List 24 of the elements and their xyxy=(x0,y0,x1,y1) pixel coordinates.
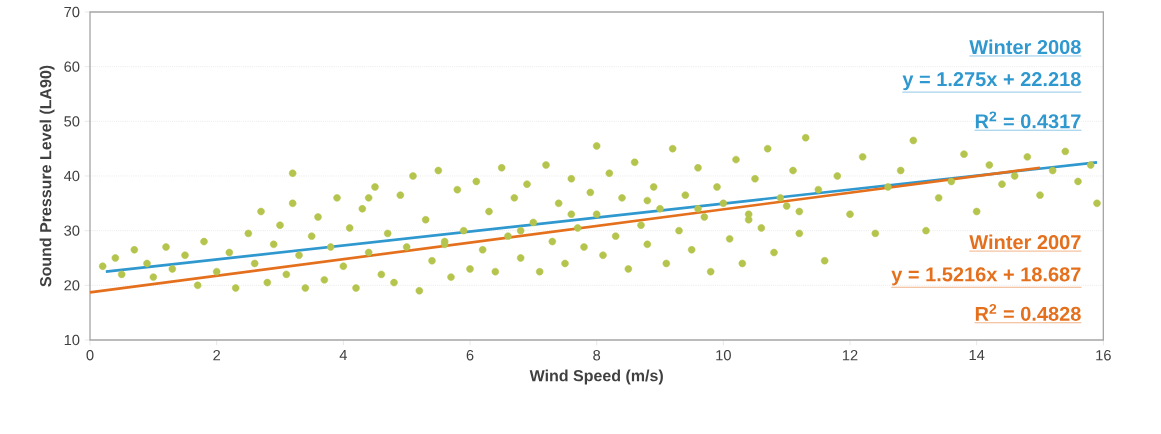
annotation: y = 1.275x + 22.218 xyxy=(902,72,1081,91)
y-tick-label: 50 xyxy=(64,116,80,127)
y-tick-label: 70 xyxy=(64,6,80,18)
y-tick-label: 40 xyxy=(63,170,80,182)
y-axis-title: Sound Pressure Level (LA90) xyxy=(39,65,55,287)
y-tick-label: 10 xyxy=(64,334,80,346)
x-tick-label: 16 xyxy=(1096,350,1111,361)
y-tick-label: 20 xyxy=(64,280,80,291)
y-tick-label: 60 xyxy=(64,61,80,72)
x-axis-title: Wind Speed (m/s) xyxy=(529,369,663,385)
y-tick-label: 30 xyxy=(64,225,80,236)
x-tick-label: 10 xyxy=(716,350,731,361)
text: Winter 2007 xyxy=(969,234,1081,250)
x-tick-label: 12 xyxy=(842,350,858,361)
x-tick-label: 14 xyxy=(969,350,985,361)
annotation: R$^{2}$ = 0.4828 xyxy=(975,303,1081,321)
annotation: y = 1.5216x + 18.687 xyxy=(891,267,1081,286)
annotation: R$^{2}$ = 0.4317 xyxy=(975,111,1081,129)
x-tick-label: 6 xyxy=(466,350,474,361)
x-tick-label: 8 xyxy=(593,350,601,361)
x-tick-label: 0 xyxy=(86,350,94,361)
x-tick-label: 2 xyxy=(213,350,221,361)
x-tick-label: 4 xyxy=(339,350,347,361)
text: Winter 2008 xyxy=(969,39,1081,55)
